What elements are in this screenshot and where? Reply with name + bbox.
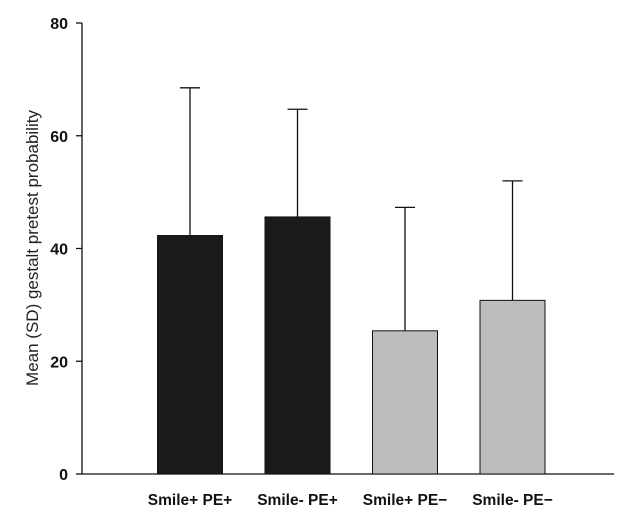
y-tick-label-80: 80 — [50, 16, 68, 33]
plot-area: 0 20 40 60 80 Smile+ PE+ Smile- PE+ Smile+ PE− S… — [50, 16, 614, 509]
bar-4 — [479, 299, 546, 475]
bar-3 — [372, 330, 438, 475]
x-category-label-1: Smile+ PE+ — [148, 492, 232, 509]
bar-2 — [264, 216, 331, 475]
x-category-label-4: Smile- PE− — [472, 492, 553, 509]
x-category-label-2: Smile- PE+ — [257, 492, 338, 509]
y-axis-title: Mean (SD) gestalt pretest probability — [23, 110, 42, 386]
bar-1 — [157, 235, 223, 475]
y-tick-label-0: 0 — [59, 467, 68, 484]
y-tick-label-40: 40 — [50, 242, 68, 259]
y-tick-label-60: 60 — [50, 129, 68, 146]
x-category-label-3: Smile+ PE− — [363, 492, 447, 509]
y-tick-label-20: 20 — [50, 354, 68, 371]
